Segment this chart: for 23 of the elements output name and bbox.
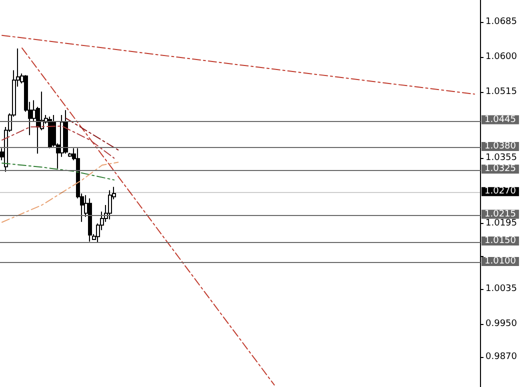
candlestick bbox=[108, 190, 112, 220]
line-series bbox=[2, 126, 115, 159]
candlestick bbox=[48, 116, 52, 149]
y-tick-label: 1.0600 bbox=[486, 52, 518, 62]
line-series bbox=[2, 162, 119, 223]
ref-line-label: 1.0100 bbox=[484, 256, 516, 267]
ref-line-label: 1.0325 bbox=[484, 164, 516, 174]
y-tick-label: 1.0515 bbox=[486, 87, 518, 98]
y-tick-label: 0.9870 bbox=[486, 352, 518, 362]
candlestick bbox=[88, 198, 92, 242]
y-tick-label: 1.0355 bbox=[486, 152, 518, 163]
ref-line-label: 1.0380 bbox=[484, 141, 516, 152]
line-series bbox=[2, 162, 115, 180]
candlestick bbox=[64, 110, 68, 154]
y-tick-label: 1.0685 bbox=[486, 17, 518, 28]
ref-line-label: 1.0215 bbox=[484, 209, 516, 220]
ref-line-label: 1.0150 bbox=[484, 236, 516, 246]
y-tick-label: 0.9950 bbox=[486, 319, 518, 330]
y-tick-label: 1.0195 bbox=[486, 218, 518, 228]
candlestick bbox=[68, 152, 72, 158]
y-tick-label: 1.0035 bbox=[486, 284, 518, 294]
ref-line-label: 1.0445 bbox=[484, 114, 516, 125]
ref-line-label: 1.0270 bbox=[484, 186, 516, 197]
